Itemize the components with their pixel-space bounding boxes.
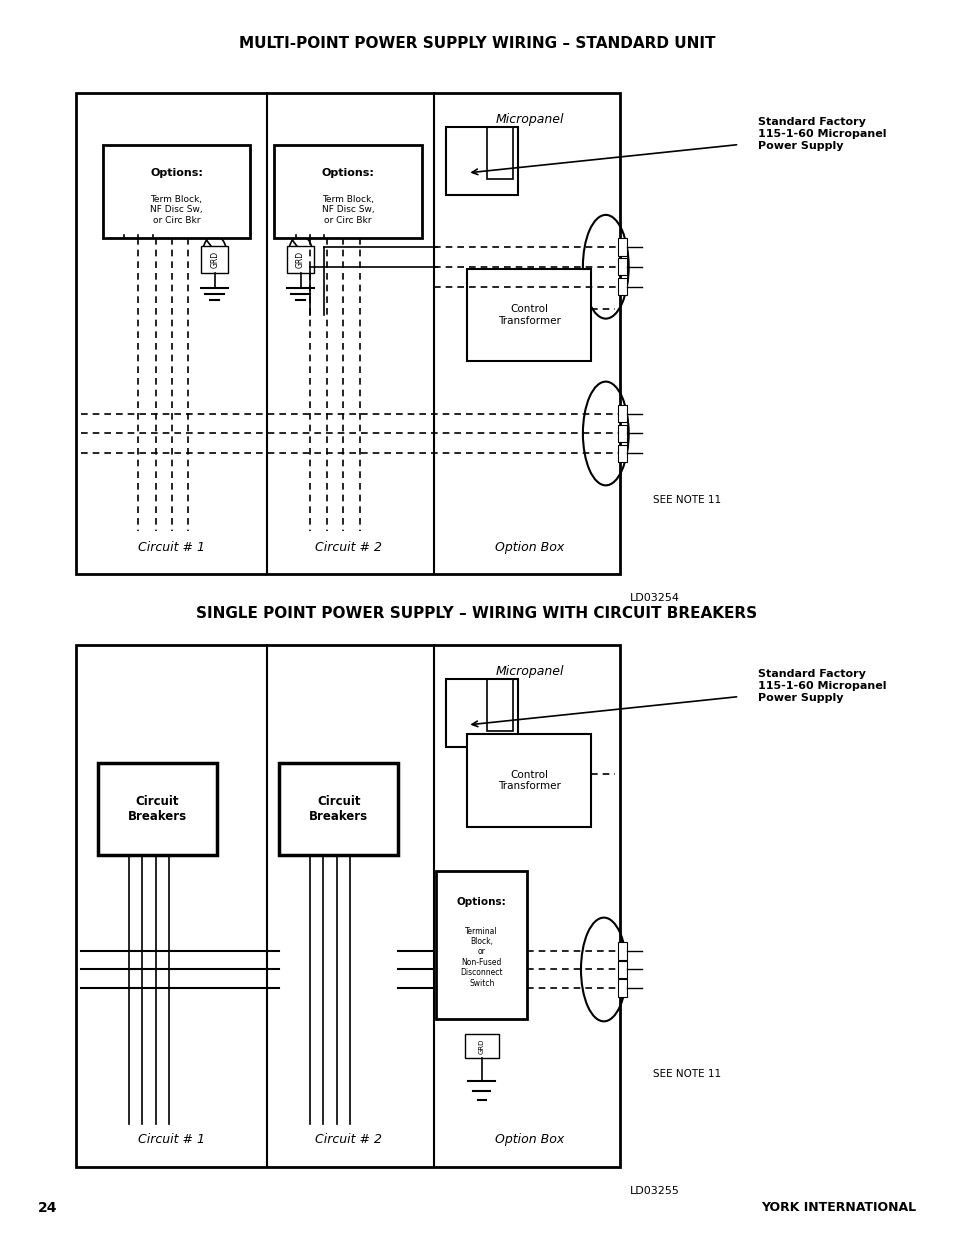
Text: Circuit # 1: Circuit # 1 [138,1134,205,1146]
Text: Terminal
Block,
or
Non-Fused
Disconnect
Switch: Terminal Block, or Non-Fused Disconnect … [460,926,502,988]
Bar [618,942,626,960]
Bar [445,127,517,195]
Bar [618,238,626,256]
Bar [618,405,626,422]
Bar [486,679,513,731]
Text: Micropanel: Micropanel [495,114,563,126]
Text: Option Box: Option Box [495,1134,563,1146]
Text: GRD: GRD [295,251,305,268]
Text: GRD: GRD [210,251,219,268]
Bar [467,269,591,361]
Text: MULTI-POINT POWER SUPPLY WIRING – STANDARD UNIT: MULTI-POINT POWER SUPPLY WIRING – STANDA… [238,36,715,51]
Text: Control
Transformer: Control Transformer [497,769,560,792]
Bar [278,763,398,855]
Bar [274,146,421,237]
Text: Circuit
Breakers: Circuit Breakers [128,795,187,823]
Bar [201,246,228,273]
Text: SEE NOTE 11: SEE NOTE 11 [653,495,720,505]
Text: 24: 24 [38,1200,57,1215]
Bar [76,93,619,574]
Text: LD03254: LD03254 [629,593,679,603]
Text: Term Block,
NF Disc Sw,
or Circ Bkr: Term Block, NF Disc Sw, or Circ Bkr [321,195,375,225]
Text: Term Block,
NF Disc Sw,
or Circ Bkr: Term Block, NF Disc Sw, or Circ Bkr [150,195,203,225]
Bar [618,425,626,442]
Bar [467,734,591,827]
Bar [618,278,626,295]
Bar [618,979,626,997]
Text: Option Box: Option Box [495,541,563,553]
Bar [618,445,626,462]
Bar [464,1034,498,1058]
Text: Standard Factory
115-1-60 Micropanel
Power Supply: Standard Factory 115-1-60 Micropanel Pow… [758,669,886,703]
Text: Circuit # 2: Circuit # 2 [314,1134,381,1146]
Bar [445,679,517,746]
Text: Circuit # 1: Circuit # 1 [138,541,205,553]
Text: Options:: Options: [150,168,203,178]
Bar [436,871,526,1019]
Bar [618,258,626,275]
Text: YORK INTERNATIONAL: YORK INTERNATIONAL [760,1202,915,1214]
Bar [287,246,314,273]
Text: Micropanel: Micropanel [495,666,563,678]
Text: Circuit # 2: Circuit # 2 [314,541,381,553]
Bar [76,645,619,1167]
Text: SEE NOTE 11: SEE NOTE 11 [653,1070,720,1079]
Text: Control
Transformer: Control Transformer [497,304,560,326]
Bar [618,961,626,978]
Bar [103,146,250,237]
Text: Standard Factory
115-1-60 Micropanel
Power Supply: Standard Factory 115-1-60 Micropanel Pow… [758,117,886,151]
Text: Options:: Options: [456,897,506,906]
Text: LD03255: LD03255 [629,1186,679,1195]
Text: Circuit
Breakers: Circuit Breakers [309,795,368,823]
Text: SINGLE POINT POWER SUPPLY – WIRING WITH CIRCUIT BREAKERS: SINGLE POINT POWER SUPPLY – WIRING WITH … [196,606,757,621]
Text: Options:: Options: [321,168,375,178]
Bar [486,127,513,179]
Text: GRD: GRD [478,1039,484,1053]
Bar [98,763,217,855]
